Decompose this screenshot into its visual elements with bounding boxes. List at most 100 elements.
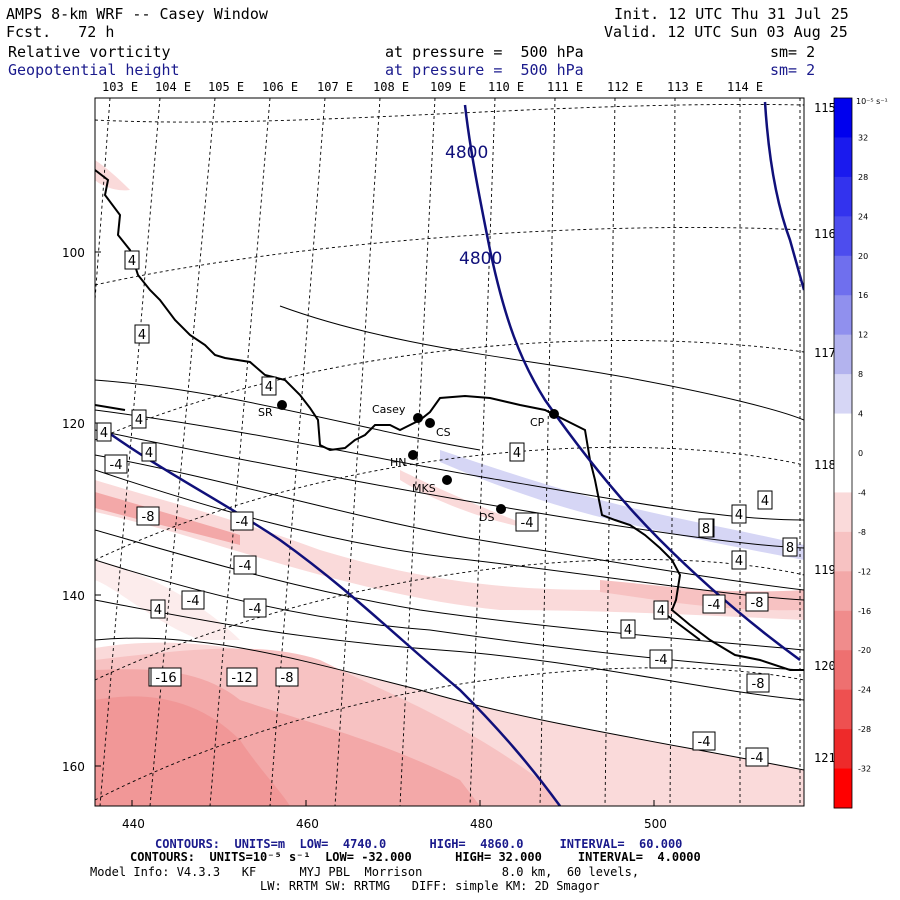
vorticity-label: -4 — [239, 559, 252, 574]
station-label-hn: HN — [390, 456, 407, 469]
vorticity-label: -4 — [655, 653, 668, 668]
vorticity-label: -4 — [708, 598, 721, 613]
vorticity-label-box — [275, 667, 299, 687]
vorticity-label: -4 — [698, 735, 711, 750]
vorticity-label-box — [702, 594, 726, 614]
station-label-sr: SR — [258, 406, 273, 419]
colorbar-label: -20 — [858, 646, 871, 655]
valid-time: Valid. 12 UTC Sun 03 Aug 25 — [604, 23, 848, 41]
field-geopotential: Geopotential height — [8, 61, 180, 79]
vorticity-label: 4 — [138, 328, 146, 343]
colorbar-swatch — [834, 610, 852, 651]
colorbar-swatch — [834, 413, 852, 454]
vorticity-label: 4 — [761, 494, 769, 509]
plot-frame — [94, 97, 805, 807]
lon-label: 113 E — [667, 80, 703, 94]
vorticity-label-box — [124, 250, 140, 270]
vorticity-label: 4 — [265, 380, 273, 395]
vorticity-label-box — [226, 667, 258, 687]
colorbar-swatch — [834, 334, 852, 375]
lon-label: 108 E — [373, 80, 409, 94]
vorticity-label: -4 — [249, 602, 262, 617]
footer-model-physics: LW: RRTM SW: RRTMG DIFF: simple KM: 2D S… — [260, 879, 600, 893]
colorbar-swatch — [834, 255, 852, 296]
station-marker-casey — [413, 413, 423, 423]
vorticity-label: 8 — [786, 541, 794, 556]
footer-vorticity-contours: CONTOURS: UNITS=10⁻⁵ s⁻¹ LOW= -32.000 HI… — [130, 850, 701, 864]
colorbar-swatch — [834, 453, 852, 493]
station-marker-mks — [442, 475, 452, 485]
colorbar-label: -32 — [858, 765, 871, 774]
vorticity-label-box — [150, 599, 166, 619]
station-label-casey: Casey — [372, 403, 406, 416]
vorticity-label: -16 — [155, 671, 176, 686]
vorticity-label-box — [131, 409, 147, 429]
vorticity-label-box — [745, 747, 769, 767]
vorticity-label: -4 — [521, 516, 534, 531]
x-tick-label: 440 — [122, 817, 145, 831]
vorticity-label-box — [134, 324, 150, 344]
x-tick-label: 500 — [644, 817, 667, 831]
vorticity-label-box — [731, 504, 747, 524]
vorticity-label-box — [653, 600, 669, 620]
vorticity-label: 8 — [702, 522, 710, 537]
lon-label: 107 E — [317, 80, 353, 94]
init-time: Init. 12 UTC Thu 31 Jul 25 — [614, 5, 849, 23]
smoothing-2: sm= 2 — [770, 61, 816, 79]
vorticity-label-box — [136, 506, 160, 526]
vorticity-label: -4 — [751, 751, 764, 766]
colorbar-unit: 10⁻⁵ s⁻¹ — [856, 97, 888, 106]
vorticity-label-box — [746, 673, 770, 693]
vorticity-label-box — [104, 454, 128, 474]
colorbar-swatch — [834, 374, 852, 415]
vorticity-label: 4 — [100, 426, 108, 441]
vorticity-labels: 4444444444444488-4-4-4-4-4-4-4-4-4-4-4-8… — [96, 250, 798, 767]
vorticity-label: 4 — [657, 604, 665, 619]
colorbar-label: -4 — [858, 488, 866, 497]
colorbar-label: -12 — [858, 567, 871, 576]
footer-height-contours: CONTOURS: UNITS=m LOW= 4740.0 HIGH= 4860… — [155, 837, 683, 851]
x-tick-label: 480 — [470, 817, 493, 831]
vorticity-label-box — [649, 649, 673, 669]
station-label-cp: CP — [530, 416, 545, 429]
y-tick-label: 140 — [62, 589, 85, 603]
colorbar-labels: 32 28 24 20 16 12 8 4 0 -4 -8 -12 -16 -20 -24 -28 -32 — [858, 133, 871, 773]
vorticity-label-box — [141, 442, 157, 462]
smoothing-1: sm= 2 — [770, 43, 816, 61]
vorticity-label-box — [782, 537, 798, 557]
model-title: AMPS 8-km WRF -- Casey Window — [6, 5, 268, 23]
colorbar-swatch — [834, 571, 852, 612]
axis-tick-labels: 100 120 140 160 440 460 480 500 — [62, 246, 667, 831]
lon-label: 103 E — [102, 80, 138, 94]
colorbar-label: 0 — [858, 449, 863, 458]
pressure-level-2: at pressure = 500 hPa — [385, 61, 584, 79]
vorticity-label-box — [233, 555, 257, 575]
colorbar-label: 4 — [858, 410, 863, 419]
colorbar-label: 8 — [858, 370, 863, 379]
vorticity-label: 4 — [735, 554, 743, 569]
x-tick-label: 460 — [296, 817, 319, 831]
station-label-cs: CS — [436, 426, 451, 439]
colorbar-swatch — [834, 295, 852, 336]
colorbar-label: 32 — [858, 133, 868, 142]
station-marker-ds — [496, 504, 506, 514]
field-vorticity: Relative vorticity — [8, 43, 171, 61]
colorbar-label: 16 — [858, 291, 868, 300]
height-label-lower: 4800 — [459, 249, 502, 269]
vorticity-label: 4 — [735, 508, 743, 523]
lon-label: 111 E — [547, 80, 583, 94]
vorticity-label-box — [261, 376, 277, 396]
colorbar-label: -16 — [858, 607, 871, 616]
station-marker-cp — [549, 409, 559, 419]
vorticity-label: 4 — [624, 623, 632, 638]
y-tick-label: 120 — [62, 417, 85, 431]
geopotential-contours — [101, 101, 804, 806]
colorbar-swatch — [834, 492, 852, 533]
colorbar-swatch — [834, 531, 852, 572]
vorticity-label: 4 — [154, 603, 162, 618]
vorticity-label: -8 — [752, 677, 765, 692]
vorticity-label: 4 — [513, 446, 521, 461]
vorticity-label-box — [150, 667, 182, 687]
